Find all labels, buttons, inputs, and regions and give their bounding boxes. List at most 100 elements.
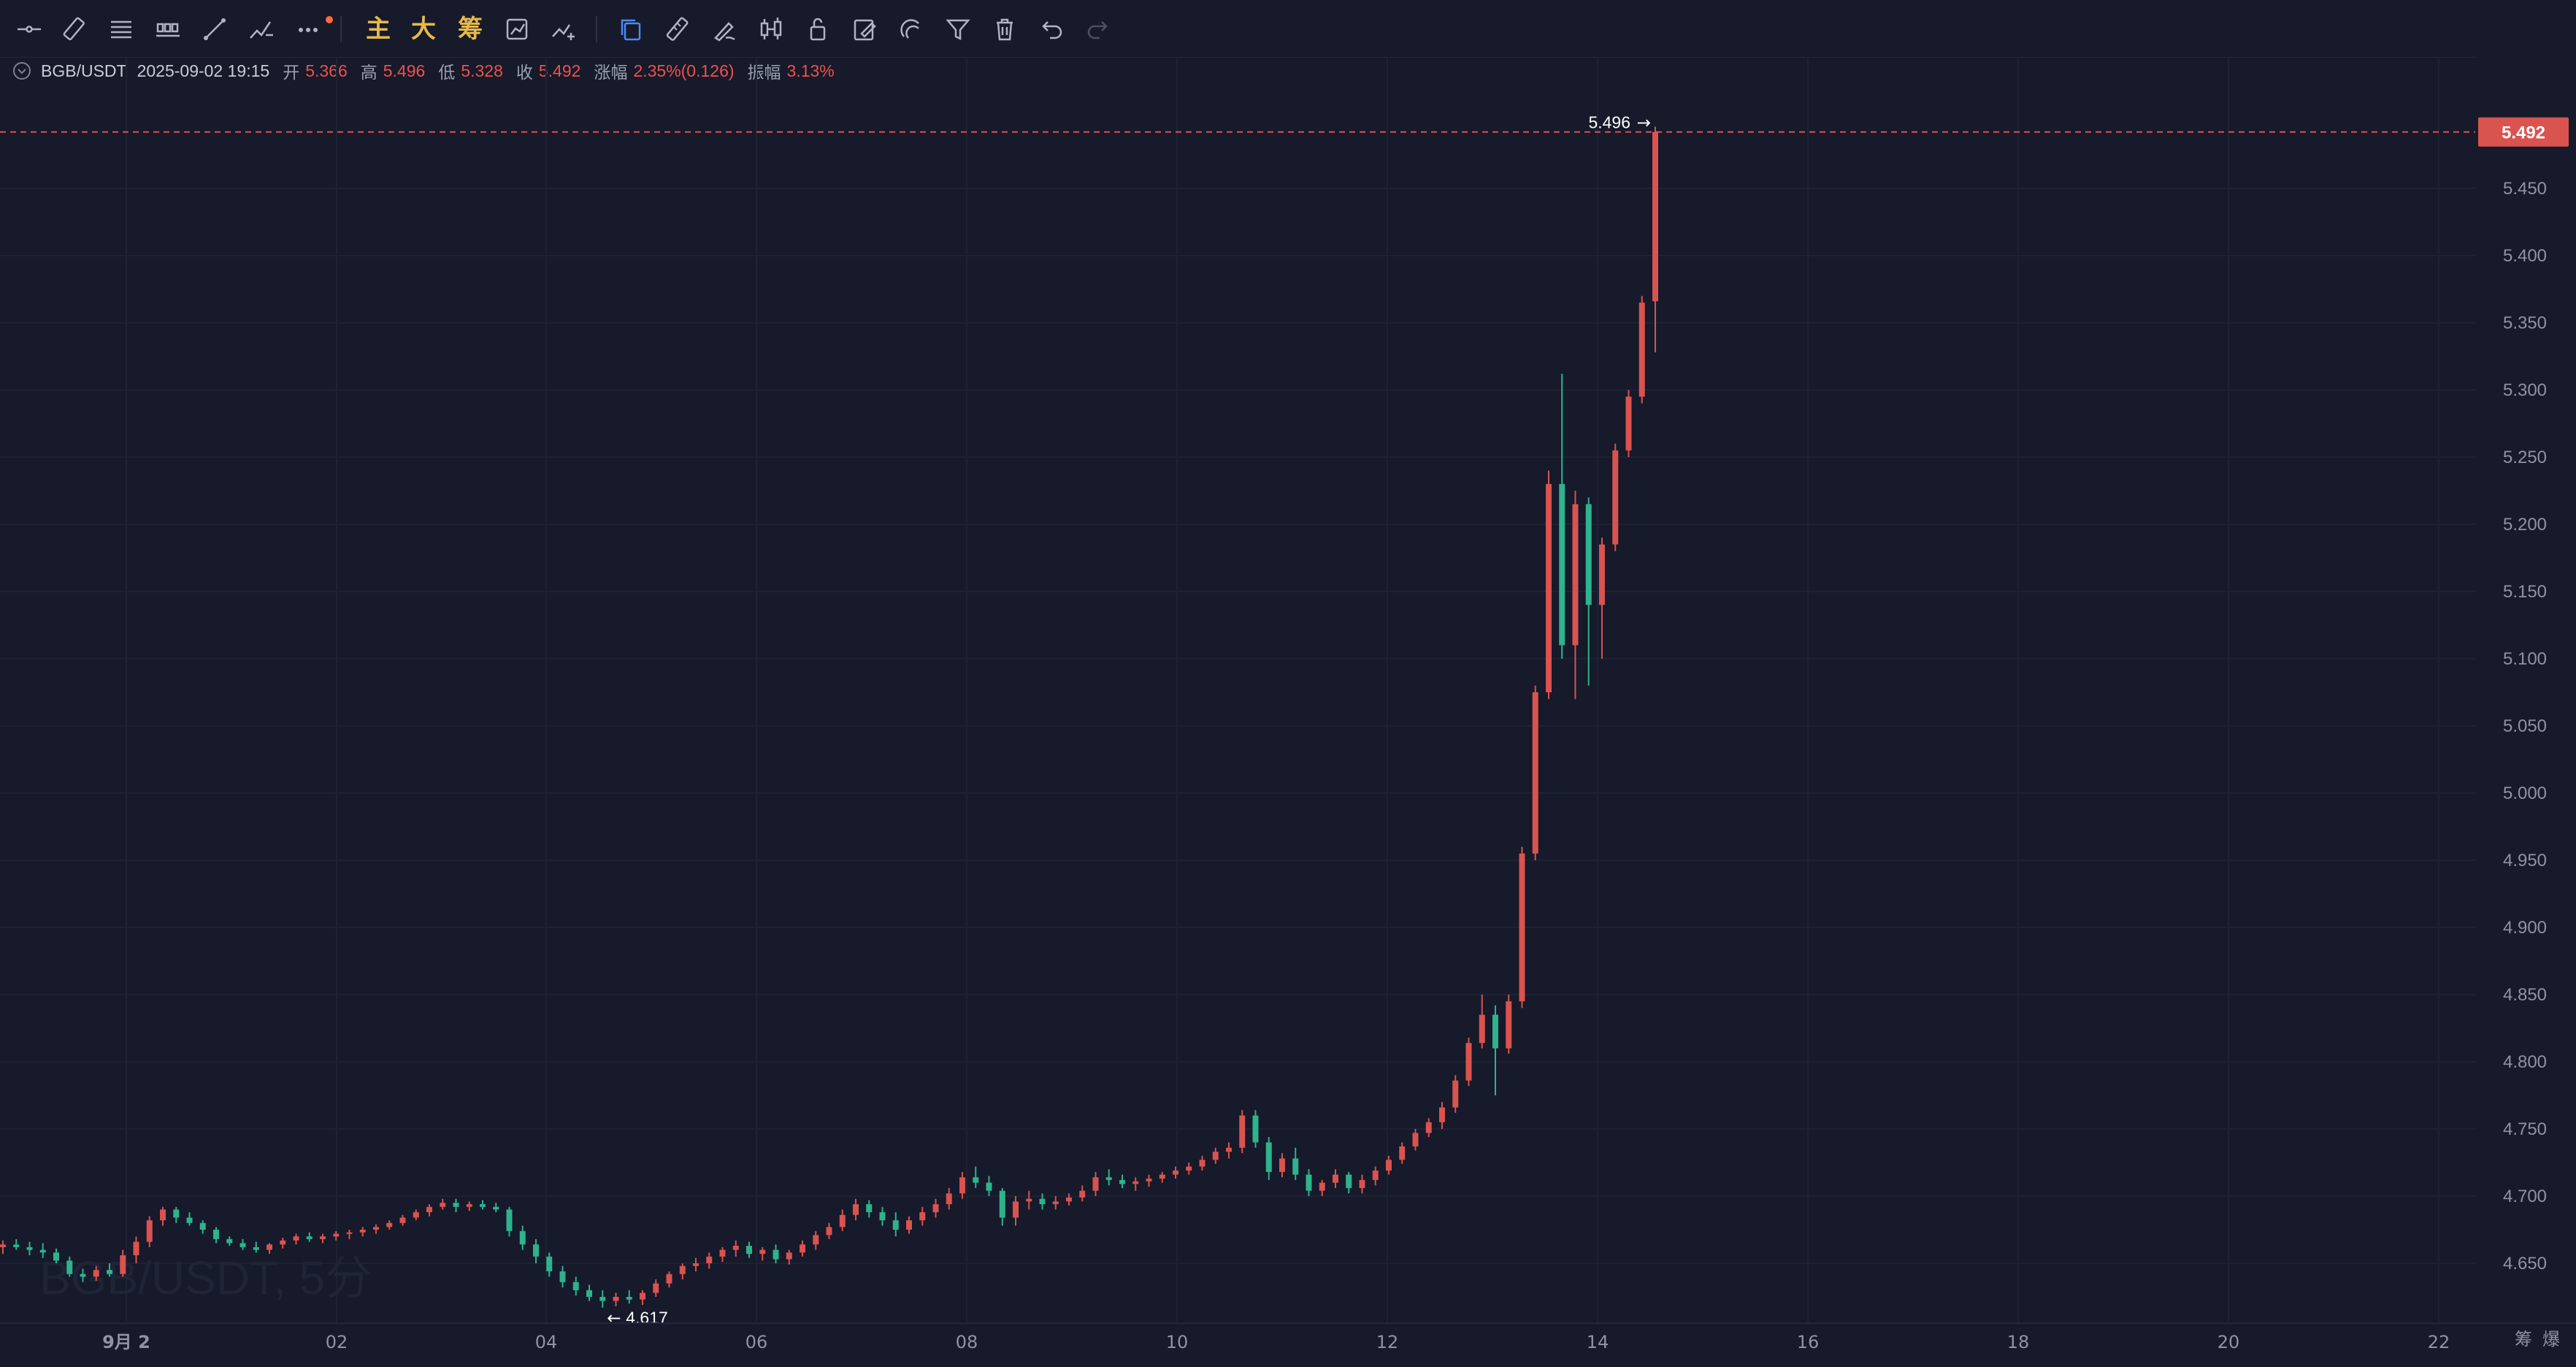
candle-body xyxy=(453,1203,459,1207)
candle-body xyxy=(546,1256,553,1272)
undo-icon[interactable] xyxy=(1031,9,1072,50)
candle-body xyxy=(1359,1179,1365,1188)
main-indicator-button[interactable]: 主 xyxy=(366,15,391,43)
compare-icon[interactable] xyxy=(497,9,537,50)
candle-body xyxy=(173,1209,180,1218)
y-tick-label: 5.400 xyxy=(2503,246,2547,266)
more-tools-icon[interactable] xyxy=(288,9,329,50)
trash-icon[interactable] xyxy=(984,9,1025,50)
candle-body xyxy=(1212,1152,1219,1160)
candle-body xyxy=(839,1214,846,1228)
candle-body xyxy=(186,1217,193,1223)
filter-icon[interactable] xyxy=(938,9,978,50)
candle-body xyxy=(493,1206,499,1210)
candle-body xyxy=(346,1232,353,1234)
candle-body xyxy=(1279,1158,1285,1172)
high-value: 5.496 xyxy=(383,61,426,80)
candle-body xyxy=(53,1252,59,1261)
candle-body xyxy=(932,1204,939,1213)
candle-body xyxy=(973,1177,979,1183)
candle-body xyxy=(559,1271,566,1282)
candle-body xyxy=(572,1282,579,1290)
candle-body xyxy=(613,1297,619,1301)
parallel-lines-icon[interactable] xyxy=(101,9,142,50)
candle-body xyxy=(440,1203,446,1207)
y-axis[interactable]: 4.650 4.700 4.750 4.800 4.850 4.900 4.950 5.000… xyxy=(2503,179,2547,1274)
change-label: 涨幅 xyxy=(594,63,628,82)
price-range-icon[interactable] xyxy=(147,9,188,50)
y-tick-label: 4.800 xyxy=(2503,1052,2547,1072)
candle-body xyxy=(1052,1201,1059,1205)
candle-body xyxy=(426,1206,432,1213)
candle-body xyxy=(80,1274,86,1277)
chip-corner-label[interactable]: 筹 xyxy=(2515,1329,2532,1349)
candle-body xyxy=(120,1255,126,1274)
candle-body xyxy=(653,1283,659,1293)
x-tick-label: 12 xyxy=(1376,1332,1399,1352)
candle-body xyxy=(986,1182,992,1191)
candle-body xyxy=(586,1290,592,1297)
candle-body xyxy=(1105,1177,1112,1180)
ruler-icon[interactable] xyxy=(54,9,95,50)
wave-pattern-icon[interactable] xyxy=(241,9,282,50)
y-tick-label: 4.850 xyxy=(2503,985,2547,1005)
candle-body xyxy=(599,1297,606,1301)
candle-body xyxy=(800,1244,805,1253)
y-tick-label: 5.100 xyxy=(2503,649,2547,669)
candle-body xyxy=(853,1204,859,1215)
x-tick-label: 10 xyxy=(1166,1332,1189,1352)
candle-body xyxy=(1612,450,1619,545)
candle-body xyxy=(253,1247,259,1250)
y-tick-label: 5.050 xyxy=(2503,716,2547,736)
candles-layer xyxy=(0,126,1658,1308)
chip-distribution-button[interactable]: 筹 xyxy=(458,15,483,43)
candle-body xyxy=(1559,483,1565,646)
candle-body xyxy=(946,1193,952,1205)
toolbar-divider xyxy=(340,16,342,42)
candle-body xyxy=(999,1190,1005,1218)
x-tick-label: 06 xyxy=(745,1332,768,1352)
x-axis[interactable]: 9月 2 02 04 06 08 10 12 14 16 18 20 22 xyxy=(102,1332,2450,1352)
x-tick-label: 16 xyxy=(1797,1332,1820,1352)
candle-body xyxy=(146,1220,153,1242)
horizontal-line-icon[interactable] xyxy=(9,9,50,50)
trend-line-icon[interactable] xyxy=(194,9,235,50)
candle-body xyxy=(213,1230,219,1239)
candle-body xyxy=(386,1222,393,1228)
candle-body xyxy=(1425,1122,1432,1133)
candle-body xyxy=(239,1243,246,1247)
brush-icon[interactable] xyxy=(704,9,745,50)
liquidation-corner-label[interactable]: 爆 xyxy=(2542,1329,2560,1349)
edit-note-icon[interactable] xyxy=(844,9,885,50)
candle-body xyxy=(359,1230,366,1233)
candle-body xyxy=(732,1246,739,1250)
candle-body xyxy=(773,1249,779,1260)
candle-style-icon[interactable] xyxy=(751,9,791,50)
candle-body xyxy=(533,1244,539,1257)
collapse-chevron-icon[interactable] xyxy=(12,61,32,81)
measure-icon[interactable] xyxy=(657,9,698,50)
y-tick-label: 5.000 xyxy=(2503,784,2547,803)
candle-body xyxy=(1159,1174,1165,1179)
candle-body xyxy=(719,1249,726,1257)
candle-body xyxy=(1306,1174,1312,1191)
y-tick-label: 4.950 xyxy=(2503,851,2547,870)
indicator-icon[interactable] xyxy=(543,9,584,50)
copy-layout-icon[interactable] xyxy=(610,9,651,50)
candle-body xyxy=(1386,1160,1392,1171)
candle-body xyxy=(1492,1014,1498,1049)
candle-body xyxy=(199,1222,206,1230)
x-tick-label: 18 xyxy=(2007,1332,2030,1352)
magnet-icon[interactable] xyxy=(891,9,932,50)
lock-icon[interactable] xyxy=(797,9,838,50)
candle-body xyxy=(1465,1043,1472,1081)
candle-body xyxy=(786,1252,792,1260)
candle-body xyxy=(1599,544,1605,605)
candle-body xyxy=(1239,1115,1246,1148)
big-order-button[interactable]: 大 xyxy=(411,15,436,43)
y-tick-label: 5.450 xyxy=(2503,179,2547,199)
candle-body xyxy=(1346,1174,1352,1188)
candle-body xyxy=(866,1204,873,1213)
ohlc-info-bar: BGB/USDT 2025-09-02 19:15 开 5.366 高 5.496 … xyxy=(12,58,835,83)
